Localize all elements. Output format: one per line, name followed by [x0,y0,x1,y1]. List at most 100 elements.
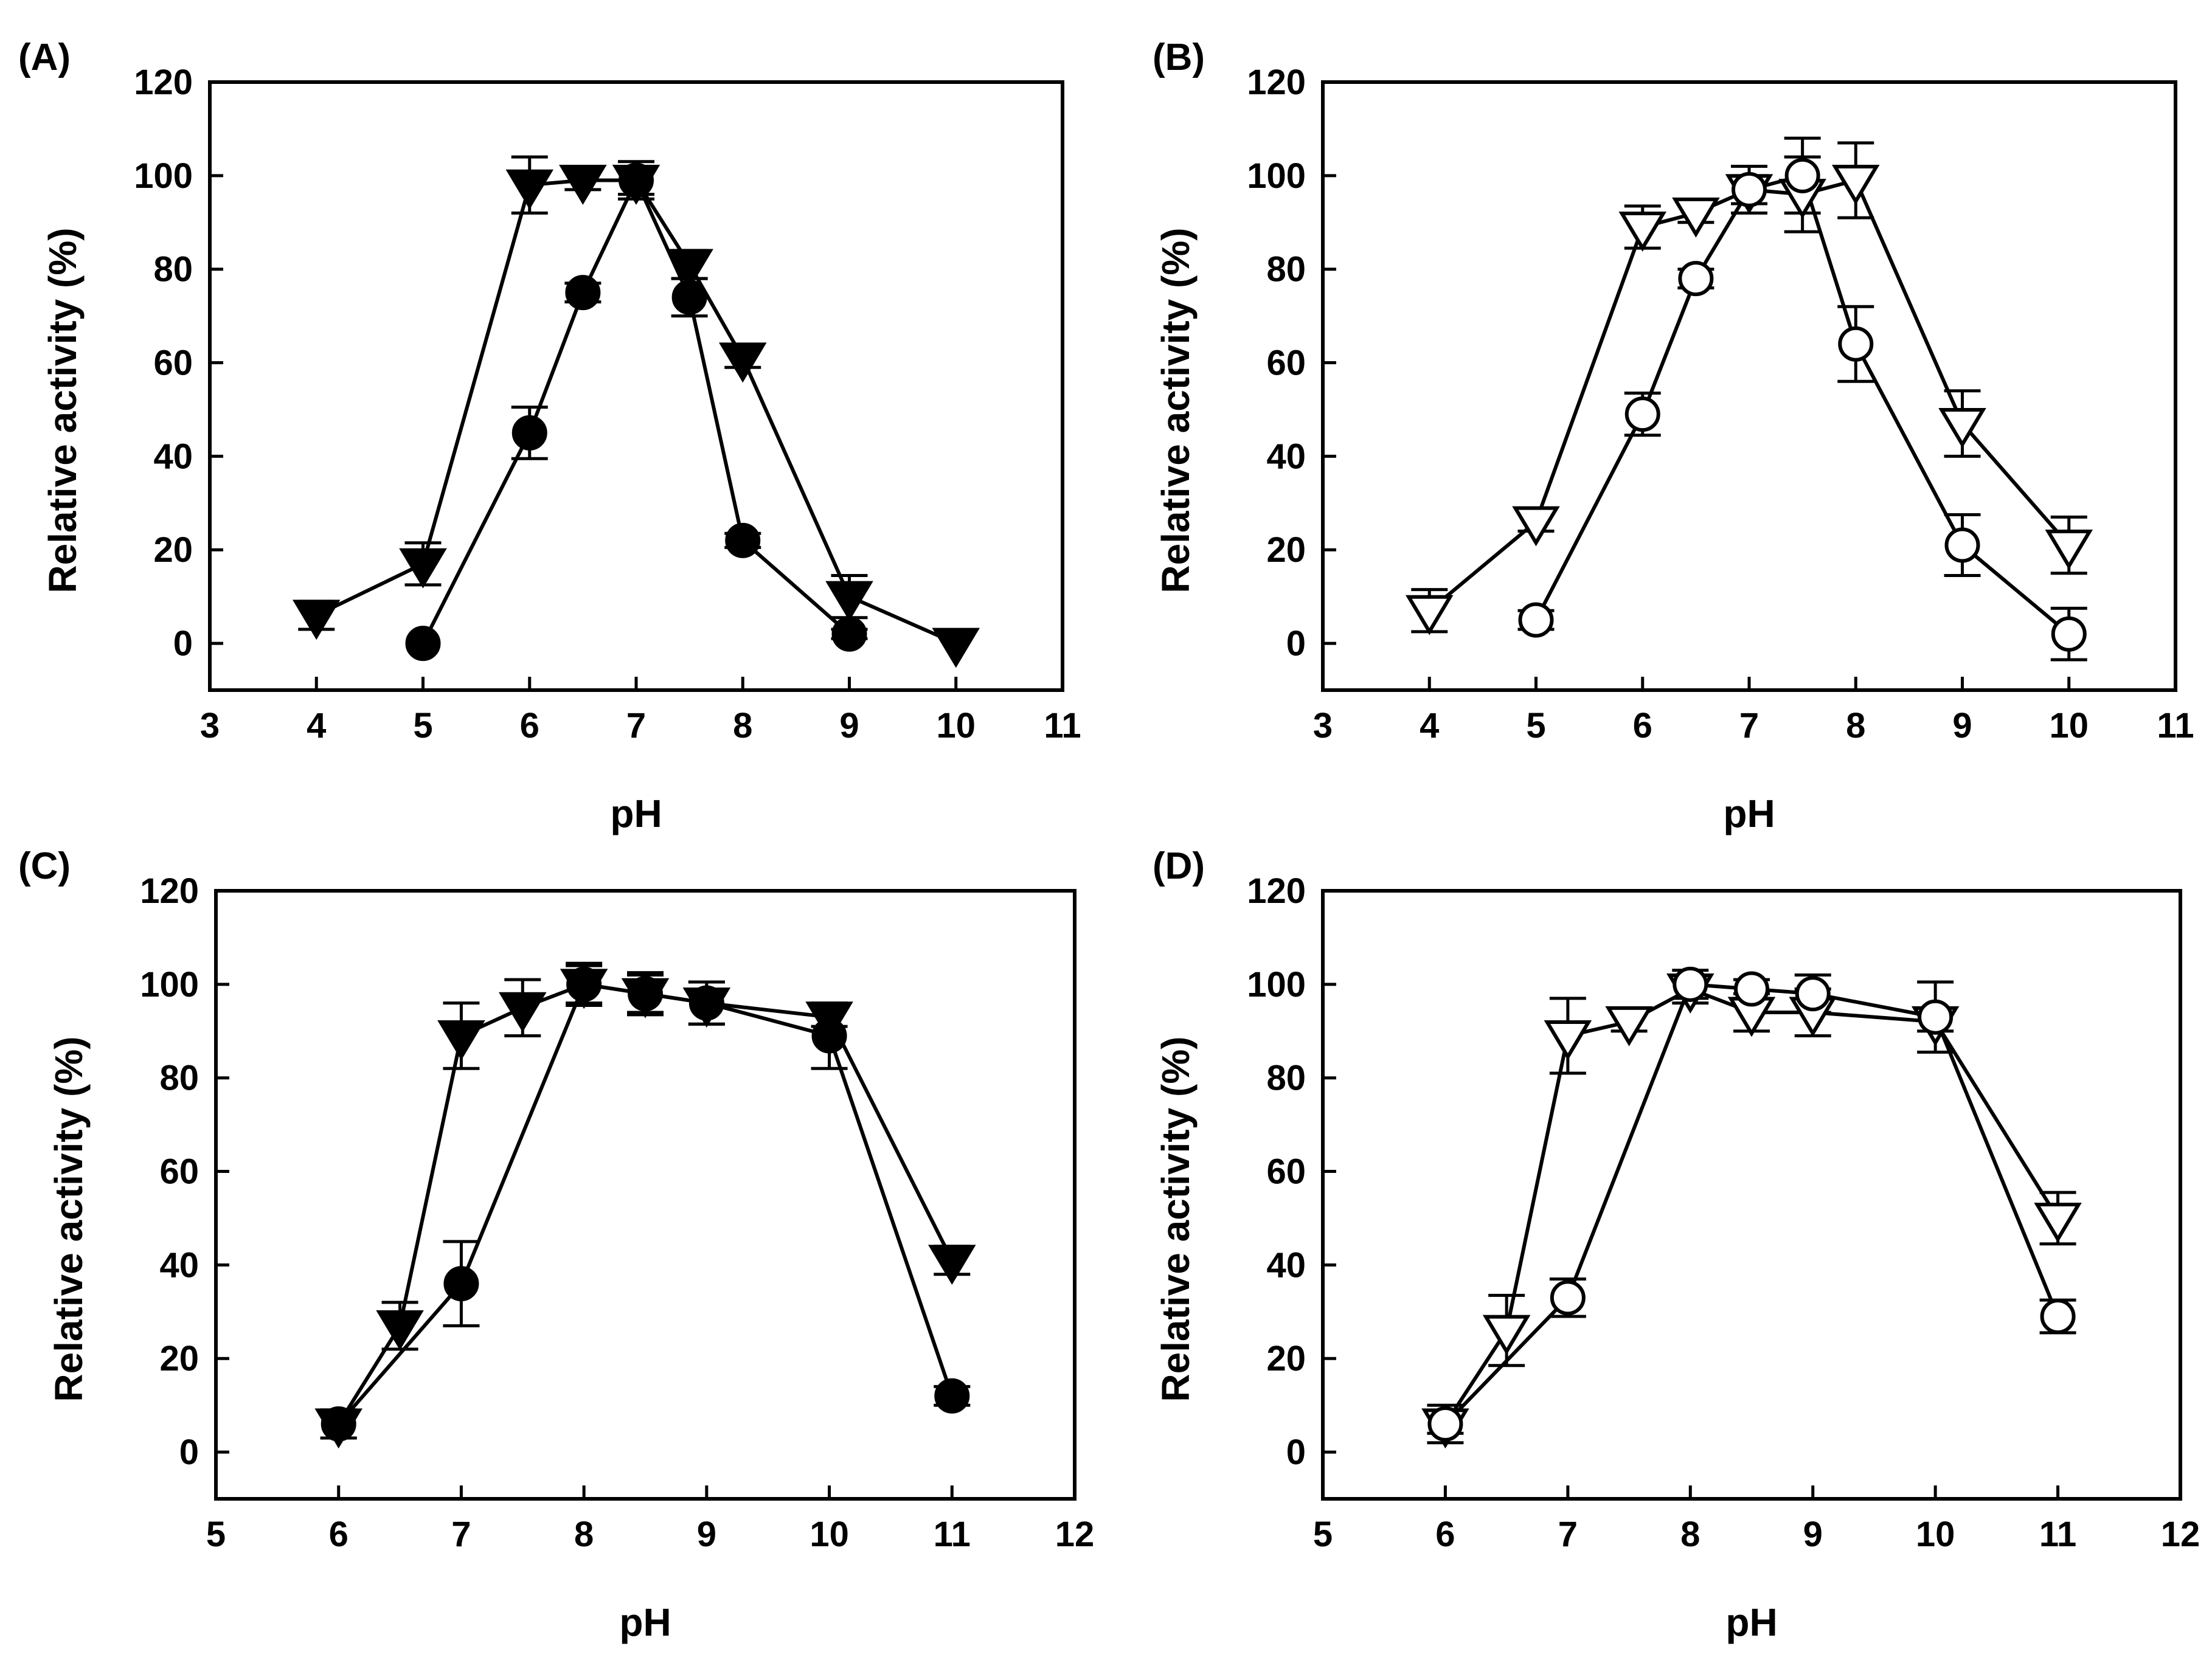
data-point-triangle [1405,595,1454,635]
y-tick-label: 20 [1266,1339,1306,1378]
x-tick-label: 7 [626,706,646,745]
y-axis-title: Relative activity (%) [1154,227,1198,593]
x-tick-label: 11 [1044,706,1081,745]
y-axis-title: Relative activity (%) [41,227,85,593]
plot-frame [214,889,1077,1501]
chart-panel-d: (D)5 6 7 8 9 10 11 12020406080100120pHRelative … [1153,845,2200,1644]
y-axis-title: Relative activity (%) [1154,1036,1198,1402]
series-line-1 [315,178,957,645]
x-tick-label: 11 [2157,706,2194,745]
data-point-circle [2040,1299,2076,1334]
y-tick-label: 20 [153,530,193,570]
x-axis-title: pH [610,792,662,835]
x-tick-label: 8 [1680,1515,1700,1554]
y-tick-label: 120 [1247,871,1306,911]
x-tick-label: 5 [1313,1515,1333,1554]
data-point-triangle [1544,1020,1592,1060]
data-point-circle [1784,157,1820,193]
data-point-triangle [665,249,713,289]
data-point-circle [1732,171,1767,207]
data-point-circle [811,1018,847,1054]
y-tick-label: 40 [159,1245,199,1285]
x-tick-label: 10 [2049,706,2089,745]
chart-panel-b: (B) 3 4 5 6 7 8 9 10 11 0 20 40 60 80 100 120 pH Relative … [1153,36,2194,835]
panel-label: (D) [1153,845,1205,887]
data-point-circle [1518,602,1554,638]
y-tick-label: 80 [153,250,193,289]
data-point-triangle [1482,1315,1531,1355]
x-tick-label: 4 [307,706,326,745]
y-tick-label: 100 [134,156,193,196]
y-tick-label: 40 [153,437,193,476]
data-point-triangle [1672,197,1720,238]
series-line-2 [421,176,851,645]
series-line-1 [337,982,954,1425]
data-point-circle [1918,999,1954,1035]
y-tick-label: 0 [1286,624,1306,663]
data-point-triangle [1831,165,1880,205]
data-point-triangle [1605,1006,1653,1046]
data-point-triangle [718,342,767,383]
x-axis-title: pH [1725,1600,1777,1644]
x-tick-label: 10 [936,706,976,745]
x-tick-label: 9 [1803,1515,1823,1554]
chart-panel-c: (C)5 6 7 8 9 10 11 12020406080100120pHRelative … [18,845,1094,1644]
x-tick-label: 9 [697,1515,716,1554]
y-tick-label: 60 [1266,344,1306,383]
plot-frame [1321,889,2182,1501]
x-axis-title: pH [619,1600,671,1644]
y-tick-label: 80 [1266,1059,1306,1098]
data-point-circle [443,1266,479,1302]
x-tick-label: 5 [206,1515,226,1554]
data-point-triangle [928,1245,976,1285]
x-tick-label: 4 [1420,706,1439,745]
y-tick-label: 120 [134,63,193,102]
data-point-triangle [559,165,607,205]
y-tick-label: 120 [140,871,199,911]
series-line-2 [1534,173,2070,635]
data-point-triangle [505,169,554,210]
data-point-triangle [2045,530,2093,570]
x-tick-label: 12 [1055,1515,1095,1554]
data-point-circle [1838,326,1874,362]
panel-label: (B) [1153,36,1205,78]
x-tick-label: 5 [413,706,432,745]
y-tick-label: 120 [1247,63,1306,102]
x-tick-label: 8 [574,1515,594,1554]
panel-label: (A) [18,36,71,78]
data-point-circle [2051,616,2087,652]
series-line-1 [1443,987,2060,1425]
data-point-triangle [2034,1202,2082,1243]
data-point-triangle [399,548,447,589]
data-point-triangle [437,1020,485,1060]
data-point-triangle [499,992,547,1032]
data-point-circle [688,985,724,1021]
panel-label: (C) [18,845,71,887]
data-point-circle [405,626,441,662]
y-tick-label: 0 [173,624,193,663]
x-tick-label: 12 [2161,1515,2200,1554]
y-tick-label: 60 [159,1152,199,1192]
y-axis-title: Relative activity (%) [47,1036,91,1402]
x-tick-label: 10 [810,1515,849,1554]
data-point-circle [628,976,663,1012]
y-tick-label: 100 [140,965,199,1004]
data-point-circle [511,415,547,451]
y-tick-label: 40 [1266,1245,1306,1285]
x-tick-label: 6 [329,1515,348,1554]
data-point-circle [566,966,602,1002]
x-tick-label: 3 [200,706,220,745]
data-point-circle [831,616,867,652]
data-point-triangle [1938,408,1986,448]
y-tick-label: 0 [1286,1433,1306,1472]
x-tick-label: 11 [934,1515,971,1554]
x-tick-label: 6 [1633,706,1652,745]
x-tick-label: 6 [1435,1515,1455,1554]
y-tick-label: 20 [1266,530,1306,570]
x-tick-label: 9 [839,706,859,745]
data-point-circle [1673,966,1708,1002]
data-point-circle [1734,971,1769,1007]
x-tick-label: 8 [1846,706,1865,745]
data-point-circle [321,1406,356,1442]
